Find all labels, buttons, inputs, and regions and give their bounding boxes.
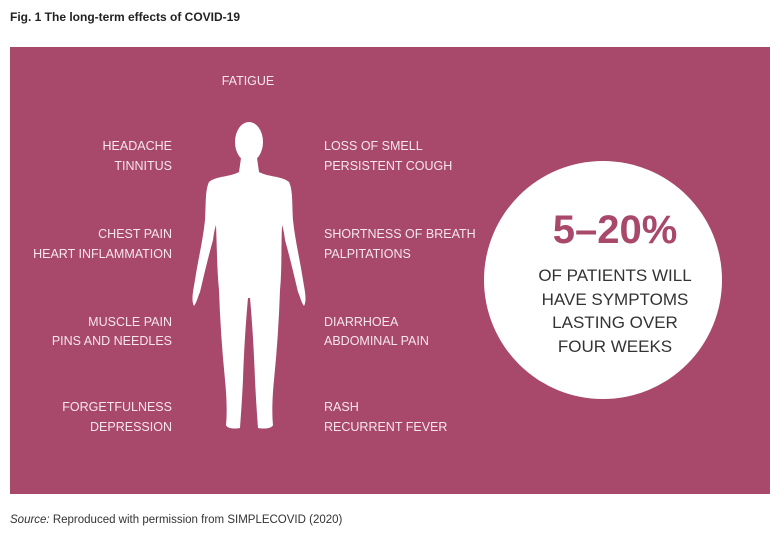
symptom-label: TINNITUS: [114, 159, 172, 173]
symptom-fatigue: FATIGUE: [221, 74, 275, 88]
stat-line: FOUR WEEKS: [557, 336, 673, 356]
symptom-label: HEADACHE: [102, 139, 172, 153]
source-text: Reproduced with permission from SIMPLECO…: [49, 514, 343, 526]
stat-description: OF PATIENTS WILL HAVE SYMPTOMS LASTING O…: [515, 264, 715, 358]
symptom-label: DIARRHOEA: [324, 315, 399, 329]
stat-value: 5–20%: [552, 208, 678, 252]
stat-line: LASTING OVER: [552, 313, 678, 332]
symptom-label: CHEST PAIN: [98, 227, 172, 241]
symptom-label: PINS AND NEEDLES: [51, 334, 172, 348]
symptom-label: PALPITATIONS: [324, 247, 411, 261]
symptom-label: RASH: [324, 400, 359, 414]
stat-circle: [484, 161, 722, 399]
symptom-label: ABDOMINAL PAIN: [324, 334, 429, 348]
symptom-label: SHORTNESS OF BREATH: [324, 227, 476, 241]
symptom-label: LOSS OF SMELL: [324, 139, 423, 153]
symptom-label: DEPRESSION: [90, 420, 172, 434]
symptom-label: FORGETFULNESS: [62, 400, 172, 414]
symptom-label: RECURRENT FEVER: [324, 420, 448, 434]
symptom-label: MUSCLE PAIN: [88, 315, 172, 329]
symptom-label: PERSISTENT COUGH: [324, 159, 453, 173]
source-note: Source: Reproduced with permission from …: [10, 514, 342, 526]
figure-title: Fig. 1 The long-term effects of COVID-19: [10, 10, 241, 24]
stat-line: OF PATIENTS WILL: [538, 266, 692, 285]
stat-line: HAVE SYMPTOMS: [541, 289, 689, 309]
source-prefix: Source:: [10, 514, 50, 526]
symptom-label: HEART INFLAMMATION: [33, 247, 172, 261]
